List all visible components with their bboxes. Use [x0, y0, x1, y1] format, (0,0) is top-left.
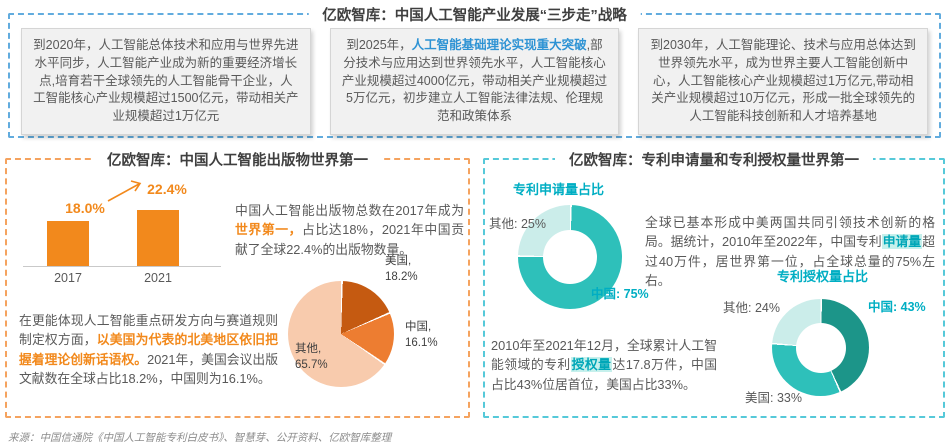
- donut-hole: [543, 230, 597, 284]
- bar-2021: [137, 210, 179, 266]
- strategy-step-2025: 到2025年，人工智能基础理论实现重大突破,部分技术与应用达到世界领先水平，人工…: [329, 28, 620, 135]
- pub-para2-text-end: 2021年，美国会议出版文献数在全球占比18.2%，中国则为16.1%。: [19, 351, 279, 387]
- pat-para2-highlight: 授权量: [570, 357, 613, 373]
- grants-label-china: 中国: 43%: [868, 300, 926, 314]
- grants-label-other: 其他: 24%: [723, 301, 780, 315]
- applications-label-china: 中国: 75%: [591, 287, 649, 301]
- step-2025-highlight: 人工智能基础理论实现重大突破: [411, 38, 587, 52]
- step-2030-text: 到2030年，人工智能理论、技术与应用总体达到世界领先水平，成为世界主要人工智能…: [650, 38, 916, 123]
- pub-para1-highlight: 世界第一，: [235, 222, 303, 238]
- pat-para1-highlight: 申请量: [881, 234, 923, 250]
- pie-label-other: 其他, 65.7%: [295, 343, 328, 371]
- bar-category-2021: 2021: [144, 271, 172, 285]
- pub-para1-text-end: 占比达18%，2021年中国贡献了全球22.4%的出版物数量。: [235, 222, 464, 257]
- publications-paragraph-2: 在更能体现人工智能重点研发方向与赛道规则制定权方面，以美国为代表的北美地区依旧把…: [19, 311, 278, 389]
- publications-section: 亿欧智库：中国人工智能出版物世界第一 18.0% 22.4% 2017 2021…: [5, 149, 470, 418]
- step-2020-text: 到2020年，人工智能总体技术和应用与世界先进水平同步，人工智能产业成为新的重要…: [33, 38, 299, 123]
- donut-hole: [795, 322, 846, 373]
- pub-para2-highlight: 以美国为代表的北美地区依旧把握着理论创新话语权。: [19, 332, 279, 367]
- bar-2017: [47, 221, 89, 266]
- publications-section-title: 亿欧智库：中国人工智能出版物世界第一: [93, 149, 382, 170]
- patent-applications-donut-chart: [518, 205, 622, 309]
- applications-label-other: 其他: 25%: [489, 217, 546, 231]
- publications-pie-chart: [288, 281, 394, 387]
- publications-paragraph-1: 中国人工智能出版物总数在2017年成为世界第一，占比达18%，2021年中国贡献…: [235, 201, 464, 259]
- pub-para2-text: 在更能体现人工智能重点研发方向与赛道规则制定权方面，: [19, 312, 278, 348]
- pub-para1-text: 中国人工智能出版物总数在2017年成为: [235, 202, 464, 218]
- strategy-section: 亿欧智库：中国人工智能产业发展“三步走”战略 到2020年，人工智能总体技术和应…: [8, 4, 941, 138]
- pat-para2-text-end: 达17.8万件，中国占比43%位居首位，美国占比33%。: [491, 357, 718, 392]
- pie-label-china: 中国, 16.1%: [405, 321, 438, 349]
- bar-value-2017: 18.0%: [65, 200, 105, 216]
- strategy-steps-row: 到2020年，人工智能总体技术和应用与世界先进水平同步，人工智能产业成为新的重要…: [10, 15, 939, 135]
- step-2025-text-end: ,部分技术与应用达到世界领先水平，人工智能核心产业规模超过4000亿元，带动相关…: [341, 38, 608, 123]
- patents-section: 亿欧智库：专利申请量和专利授权量世界第一 专利申请量占比 其他: 25% 中国:…: [483, 149, 945, 418]
- pie-label-usa: 美国, 18.2%: [385, 255, 418, 283]
- step-2025-text: 到2025年，: [346, 38, 412, 52]
- bar-chart-x-axis: [23, 266, 221, 267]
- patents-paragraph-1: 全球已基本形成中美两国共同引领技术创新的格局。据统计，2010年至2022年，中…: [645, 213, 935, 291]
- growth-arrow-icon: [107, 180, 142, 202]
- strategy-step-2030: 到2030年，人工智能理论、技术与应用总体达到世界领先水平，成为世界主要人工智能…: [638, 28, 929, 135]
- pat-para1-text-end: 超过40万件，居世界第一位，占全球总量的75%左右。: [645, 234, 936, 289]
- patent-grants-donut-title: 专利授权量占比: [777, 269, 869, 284]
- patents-section-title: 亿欧智库：专利申请量和专利授权量世界第一: [555, 149, 873, 170]
- bar-category-2017: 2017: [54, 271, 82, 285]
- strategy-step-2020: 到2020年，人工智能总体技术和应用与世界先进水平同步，人工智能产业成为新的重要…: [21, 28, 311, 135]
- patents-paragraph-2: 2010年至2021年12月，全球累计人工智能领域的专利授权量达17.8万件，中…: [491, 336, 717, 394]
- source-note: 来源：中国信通院《中国人工智能专利白皮书》、智慧芽、公开资料、亿欧智库整理: [8, 432, 392, 444]
- strategy-section-title: 亿欧智库：中国人工智能产业发展“三步走”战略: [308, 4, 641, 25]
- publications-bar-chart: 18.0% 22.4% 2017 2021: [19, 170, 229, 295]
- pat-para2-text: 2010年至2021年12月，全球累计人工智能领域的专利: [491, 337, 717, 373]
- patent-grants-donut-chart: [772, 299, 869, 396]
- pat-para1-text: 全球已基本形成中美两国共同引领技术创新的格局。据统计，2010年至2022年，中…: [645, 214, 935, 250]
- patent-applications-donut-title: 专利申请量占比: [513, 182, 605, 197]
- grants-label-usa: 美国: 33%: [745, 391, 802, 405]
- bar-value-2021: 22.4%: [147, 181, 187, 197]
